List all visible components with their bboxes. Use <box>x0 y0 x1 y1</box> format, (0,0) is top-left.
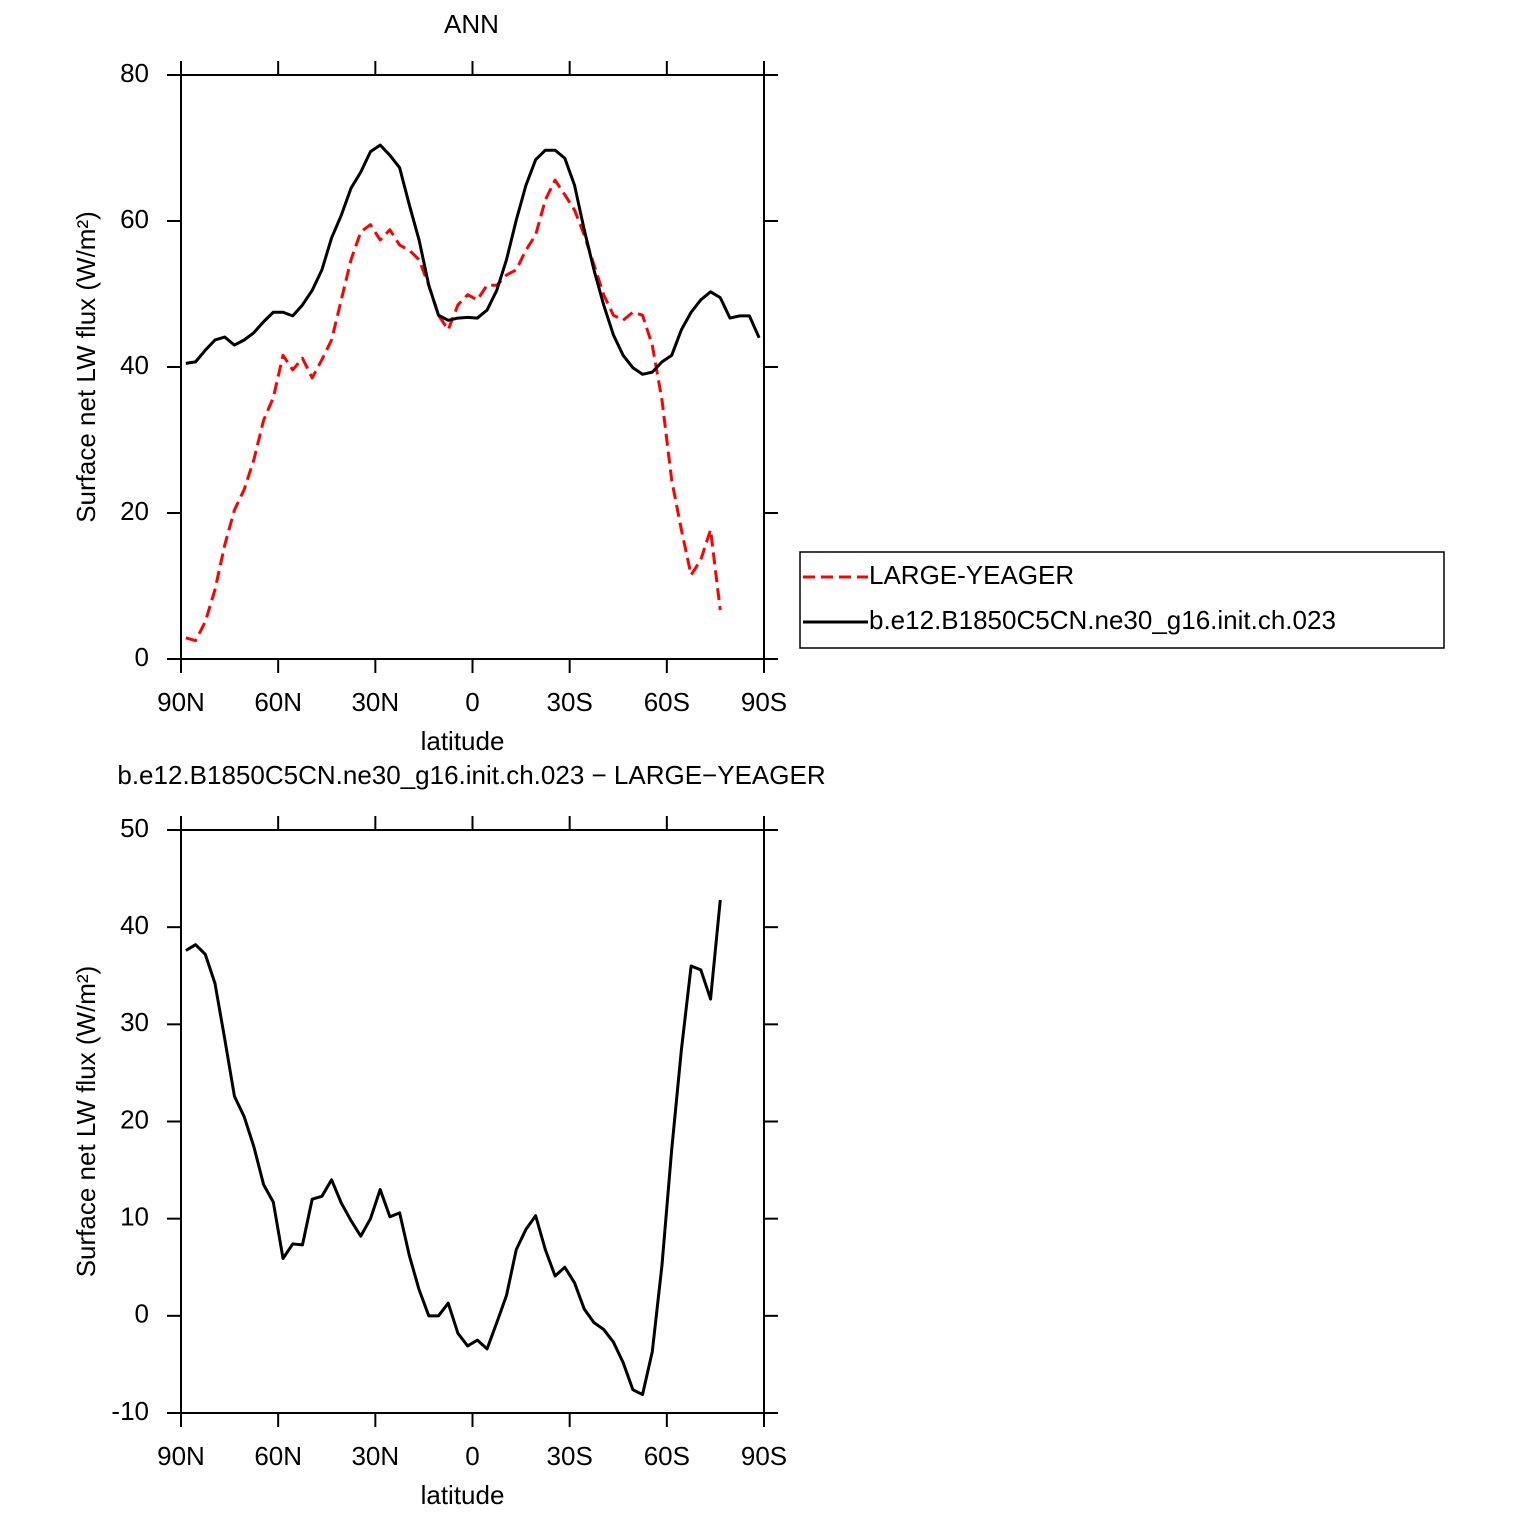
x-tick-label: 30N <box>351 687 399 717</box>
x-tick-label: 60S <box>644 687 690 717</box>
x-axis-label: latitude <box>421 726 505 756</box>
y-tick-label: 40 <box>120 350 149 380</box>
x-tick-label: 60N <box>254 1441 302 1471</box>
x-tick-label: 90S <box>741 687 787 717</box>
y-tick-label: 40 <box>120 910 149 940</box>
plot-frame <box>180 74 765 660</box>
x-tick-label: 0 <box>465 687 479 717</box>
y-tick-label: 20 <box>120 1104 149 1134</box>
y-axis-label: Surface net LW flux (W/m²) <box>71 966 101 1278</box>
x-tick-label: 90S <box>741 1441 787 1471</box>
y-tick-label: 0 <box>135 1299 149 1329</box>
y-tick-label: 80 <box>120 58 149 88</box>
series-line <box>185 143 761 376</box>
x-tick-label: 60S <box>644 1441 690 1471</box>
x-axis-label: latitude <box>421 1480 505 1510</box>
x-tick-label: 0 <box>465 1441 479 1471</box>
y-tick-label: 30 <box>120 1007 149 1037</box>
x-tick-label: 90N <box>157 1441 205 1471</box>
y-tick-label: 20 <box>120 496 149 526</box>
y-tick-label: 0 <box>135 642 149 672</box>
y-axis-label: Surface net LW flux (W/m²) <box>71 211 101 523</box>
x-tick-label: 60N <box>254 687 302 717</box>
legend-label: b.e12.B1850C5CN.ne30_g16.init.ch.023 <box>869 605 1336 635</box>
series-line <box>185 178 722 643</box>
chart-title: ANN <box>444 9 499 39</box>
y-tick-label: -10 <box>111 1396 149 1426</box>
x-tick-label: 30S <box>547 687 593 717</box>
legend-label: LARGE-YEAGER <box>869 560 1074 590</box>
y-tick-label: 10 <box>120 1202 149 1232</box>
legend-box <box>799 551 1445 649</box>
y-tick-label: 50 <box>120 813 149 843</box>
x-tick-label: 90N <box>157 687 205 717</box>
x-tick-label: 30S <box>547 1441 593 1471</box>
plot-frame <box>180 829 765 1414</box>
chart-title: b.e12.B1850C5CN.ne30_g16.init.ch.023 − L… <box>117 760 825 790</box>
y-tick-label: 60 <box>120 204 149 234</box>
series-line <box>185 899 722 1397</box>
x-tick-label: 30N <box>351 1441 399 1471</box>
